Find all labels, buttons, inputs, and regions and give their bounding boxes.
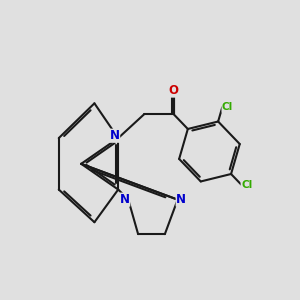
Text: O: O [169, 84, 179, 97]
Text: Cl: Cl [222, 102, 233, 112]
Text: N: N [120, 193, 130, 206]
Text: N: N [176, 193, 186, 206]
Text: N: N [110, 129, 120, 142]
Text: Cl: Cl [241, 180, 252, 190]
